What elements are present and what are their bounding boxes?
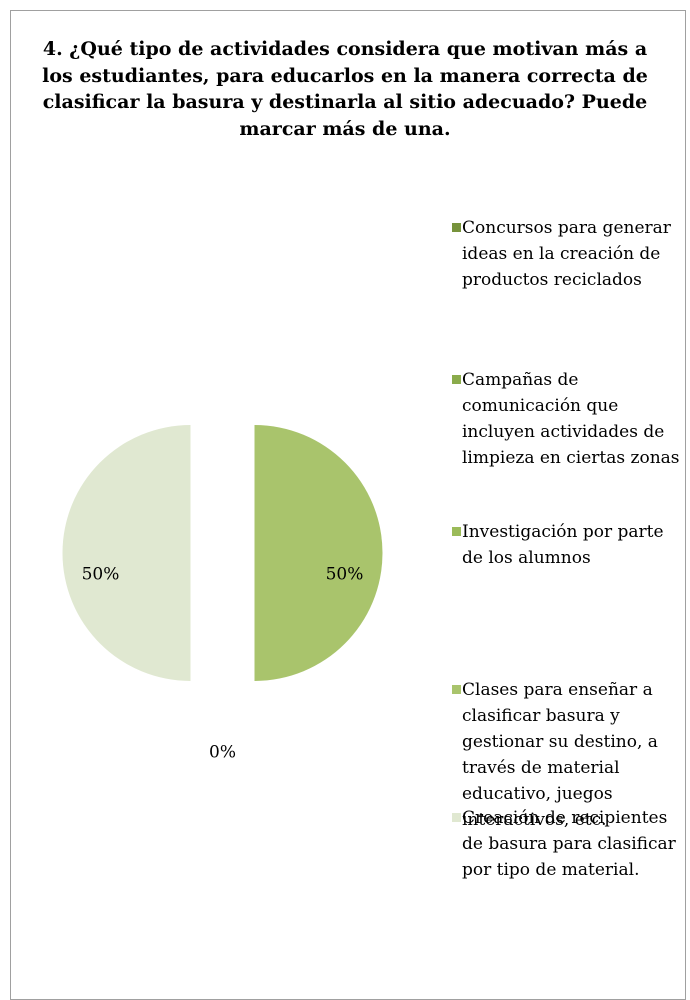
legend-entry: Clases para enseñar a clasificar basura … [448,677,684,833]
data-label: 50% [326,565,364,585]
legend-label: Campañas de comunicación que incluyen ac… [462,370,680,468]
legend-entry: Creación de recipientes de basura para c… [448,805,684,883]
legend-entry: Investigación por parte de los alumnos [448,519,684,571]
chart-title: 4. ¿Qué tipo de actividades considera qu… [42,38,648,140]
legend-swatch [452,375,461,384]
legend-label: Investigación por parte de los alumnos [462,522,664,568]
pie-slice [62,425,191,681]
legend-entry: Campañas de comunicación que incluyen ac… [448,367,684,471]
legend-label: Concursos para generar ideas en la creac… [462,218,671,290]
legend-label: Creación de recipientes de basura para c… [462,808,676,880]
legend-swatch [452,223,461,232]
data-label: 50% [82,565,120,585]
legend-swatch [452,527,461,536]
legend-swatch [452,685,461,694]
pie-slice [254,425,383,681]
data-label: 0% [209,743,236,763]
legend-label: Clases para enseñar a clasificar basura … [462,680,658,830]
legend-swatch [452,813,461,822]
legend-entry: Concursos para generar ideas en la creac… [448,215,684,293]
